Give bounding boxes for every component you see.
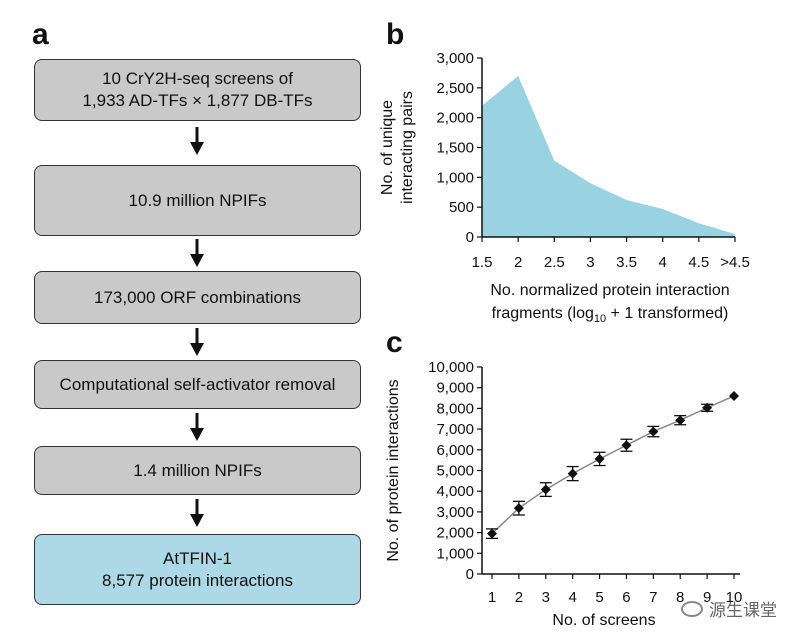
b-ytick-label: 1,500 [436,140,474,157]
c-xtick-label: 2 [515,589,523,606]
wechat-icon [681,600,703,617]
panel-a-label: a [32,18,49,51]
flow-box-text: 8,577 protein interactions [102,570,293,590]
flow-box-screens: 10 CrY2H-seq screens of 1,933 AD-TFs × 1… [34,59,361,121]
down-arrow-icon [190,413,204,441]
c-data-point [729,390,739,401]
c-data-point [567,468,578,479]
c-ytick-label: 8,000 [436,400,474,417]
c-data-point [621,440,632,451]
flow-box-text: 10 CrY2H-seq screens of [102,69,293,88]
flow-box-text: 1.4 million NPIFs [133,460,262,480]
c-data-point [648,426,659,437]
c-xtick-label: 8 [676,589,684,606]
b-ytick-label: 0 [466,229,474,246]
flow-box-1-4m-npifs: 1.4 million NPIFs [34,446,361,495]
b-xtick-label: 4 [659,254,667,271]
b-xtick-label: 3 [586,254,594,271]
b-ytick-label: 2,500 [436,80,474,97]
down-arrow-icon [190,328,204,356]
c-ytick-label: 3,000 [436,504,474,521]
flow-box-npifs: 10.9 million NPIFs [34,165,361,236]
flow-box-attfin: AtTFIN-1 8,577 protein interactions [34,534,361,605]
b-ytick-label: 500 [449,199,474,216]
panel-b-label: b [386,18,405,51]
flow-box-text: Computational self-activator removal [59,374,336,394]
c-ytick-label: 6,000 [436,442,474,459]
flow-box-text: AtTFIN-1 [163,548,232,568]
c-data-point [702,402,713,413]
chart-b: No. of unique interacting pairs 0 500 1,000… [379,50,750,325]
c-data-point [540,484,551,495]
b-xlabel-part: fragments (log [492,305,594,322]
b-xtick-label: 4.5 [688,254,709,271]
b-area [482,75,735,238]
down-arrow-icon [190,127,204,155]
c-xtick-label: 3 [542,589,550,606]
b-xtick-label: 2 [514,254,522,271]
b-xlabel: fragments (log10 + 1 transformed) [492,305,729,325]
c-ytick-label: 10,000 [428,359,474,376]
c-ytick-label: 9,000 [436,380,474,397]
down-arrow-icon [190,239,204,267]
b-xtick-label: 1.5 [472,254,493,271]
b-ytick-label: 1,000 [436,169,474,186]
b-xtick-label: >4.5 [720,254,750,271]
c-ylabel: No. of protein interactions [385,379,402,561]
c-ytick-label: 2,000 [436,525,474,542]
b-xtick-label: 3.5 [616,254,637,271]
c-xtick-label: 9 [703,589,711,606]
flow-box-text: 1,933 AD-TFs × 1,877 DB-TFs [82,91,313,110]
c-xtick-label: 5 [595,589,603,606]
c-xtick-label: 1 [488,589,496,606]
watermark: 源生课堂 [681,596,777,621]
c-series-line [491,395,735,535]
down-arrow-icon [190,499,204,527]
b-ytick-label: 2,000 [436,110,474,127]
c-xtick-label: 7 [649,589,657,606]
c-xlabel: No. of screens [552,612,655,629]
c-xtick-label: 10 [726,589,743,606]
b-ylabel-line: interacting pairs [399,91,416,204]
c-data-point [675,415,686,426]
watermark-text: 源生课堂 [709,601,777,620]
b-xlabel: No. normalized protein interaction [490,282,729,299]
b-xlabel-subscript: 10 [594,313,606,325]
flow-box-text: 10.9 million NPIFs [128,190,267,210]
b-ytick-label: 3,000 [436,50,474,67]
chart-c: 0 1,000 2,000 3,000 4,000 5,000 6,000 7,000 8,00… [385,359,743,629]
c-ytick-label: 7,000 [436,421,474,438]
panel-c-label: c [386,326,403,359]
c-xtick-label: 6 [622,589,630,606]
c-data-point [513,503,524,514]
b-ylabel: No. of unique interacting pairs [379,91,416,204]
c-data-point [487,528,497,539]
flow-box-orf: 173,000 ORF combinations [34,271,361,324]
flow-box-text: 173,000 ORF combinations [94,287,301,307]
c-ytick-label: 0 [466,566,474,583]
c-ytick-label: 5,000 [436,463,474,480]
c-ytick-label: 1,000 [436,545,474,562]
b-xtick-label: 2.5 [544,254,565,271]
b-ylabel-line: No. of unique [379,100,396,195]
b-xlabel-part: + 1 transformed) [606,305,728,322]
c-ytick-label: 4,000 [436,483,474,500]
c-xtick-label: 4 [568,589,576,606]
flow-box-self-activator: Computational self-activator removal [34,360,361,409]
c-data-point [594,453,605,464]
